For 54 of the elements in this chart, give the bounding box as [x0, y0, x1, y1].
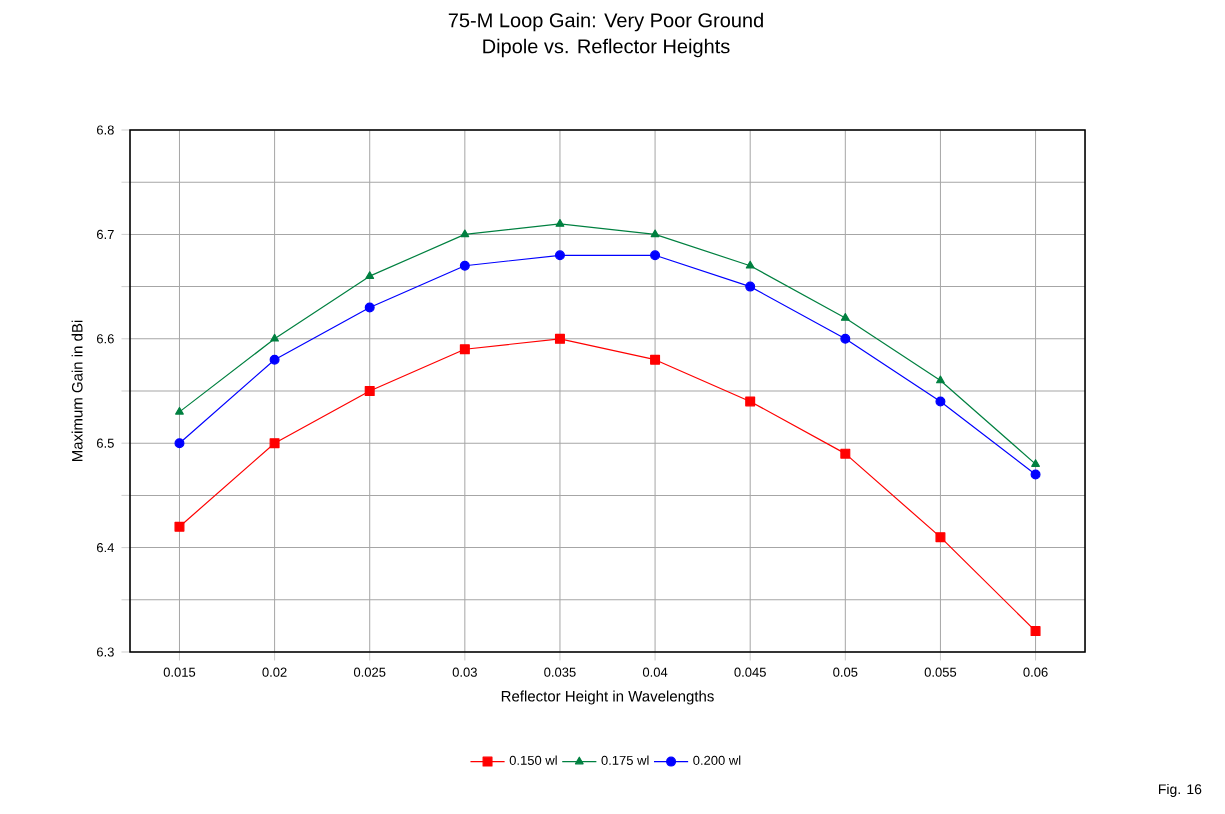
point	[1030, 469, 1041, 480]
point	[175, 406, 184, 415]
point	[364, 302, 375, 313]
x-tick-label: 0.04	[642, 667, 668, 677]
point	[459, 344, 470, 355]
x-tick-label: 0.025	[353, 667, 386, 677]
point	[174, 438, 185, 449]
chart-title: 75-M Loop Gain: Very Poor Ground	[448, 12, 763, 32]
y-tick-label: 6.8	[96, 125, 114, 135]
point	[174, 521, 185, 532]
point	[1030, 626, 1041, 637]
point	[935, 532, 946, 543]
point	[650, 250, 661, 261]
x-tick-label: 0.045	[734, 667, 766, 677]
x-tick-label: 0.055	[924, 667, 957, 677]
point	[554, 250, 565, 261]
y-tick-label: 6.7	[96, 229, 114, 239]
point	[365, 271, 375, 279]
point	[650, 229, 660, 238]
x-tick-label: 0.02	[262, 667, 287, 677]
x-tick-label: 0.05	[833, 667, 858, 677]
point	[555, 218, 565, 227]
point	[935, 396, 946, 407]
y-axis-title: Maximum Gain in dBi	[71, 320, 83, 462]
x-tick-label: 0.03	[452, 667, 477, 677]
x-axis-title: Reflector Height in Wavelengths	[501, 690, 714, 705]
caption: Fig. 16	[1159, 783, 1202, 797]
x-tick-label: 0.015	[163, 667, 196, 677]
point	[269, 354, 280, 365]
point	[270, 333, 279, 342]
y-tick-label: 6.3	[96, 647, 114, 657]
legend-label: 0.175 wl	[601, 755, 649, 765]
legend-label: 0.200 wl	[693, 755, 741, 765]
point	[650, 354, 661, 365]
point	[840, 448, 851, 459]
point	[1031, 459, 1040, 467]
point	[745, 260, 755, 269]
x-tick-label: 0.06	[1023, 667, 1048, 677]
point	[460, 229, 470, 238]
y-tick-label: 6.6	[96, 334, 114, 344]
point	[269, 438, 280, 449]
point	[745, 396, 756, 407]
point	[936, 375, 945, 384]
chart-subtitle: Dipole vs. Reflector Heights	[483, 38, 730, 58]
point	[459, 260, 470, 271]
y-tick-label: 6.5	[96, 438, 114, 448]
point	[840, 333, 851, 344]
x-tick-label: 0.035	[544, 667, 576, 677]
point	[840, 312, 850, 321]
legend-label: 0.150 wl	[509, 755, 557, 765]
point	[364, 386, 375, 396]
y-tick-label: 6.4	[96, 543, 115, 553]
point	[745, 281, 756, 292]
point	[554, 333, 565, 344]
